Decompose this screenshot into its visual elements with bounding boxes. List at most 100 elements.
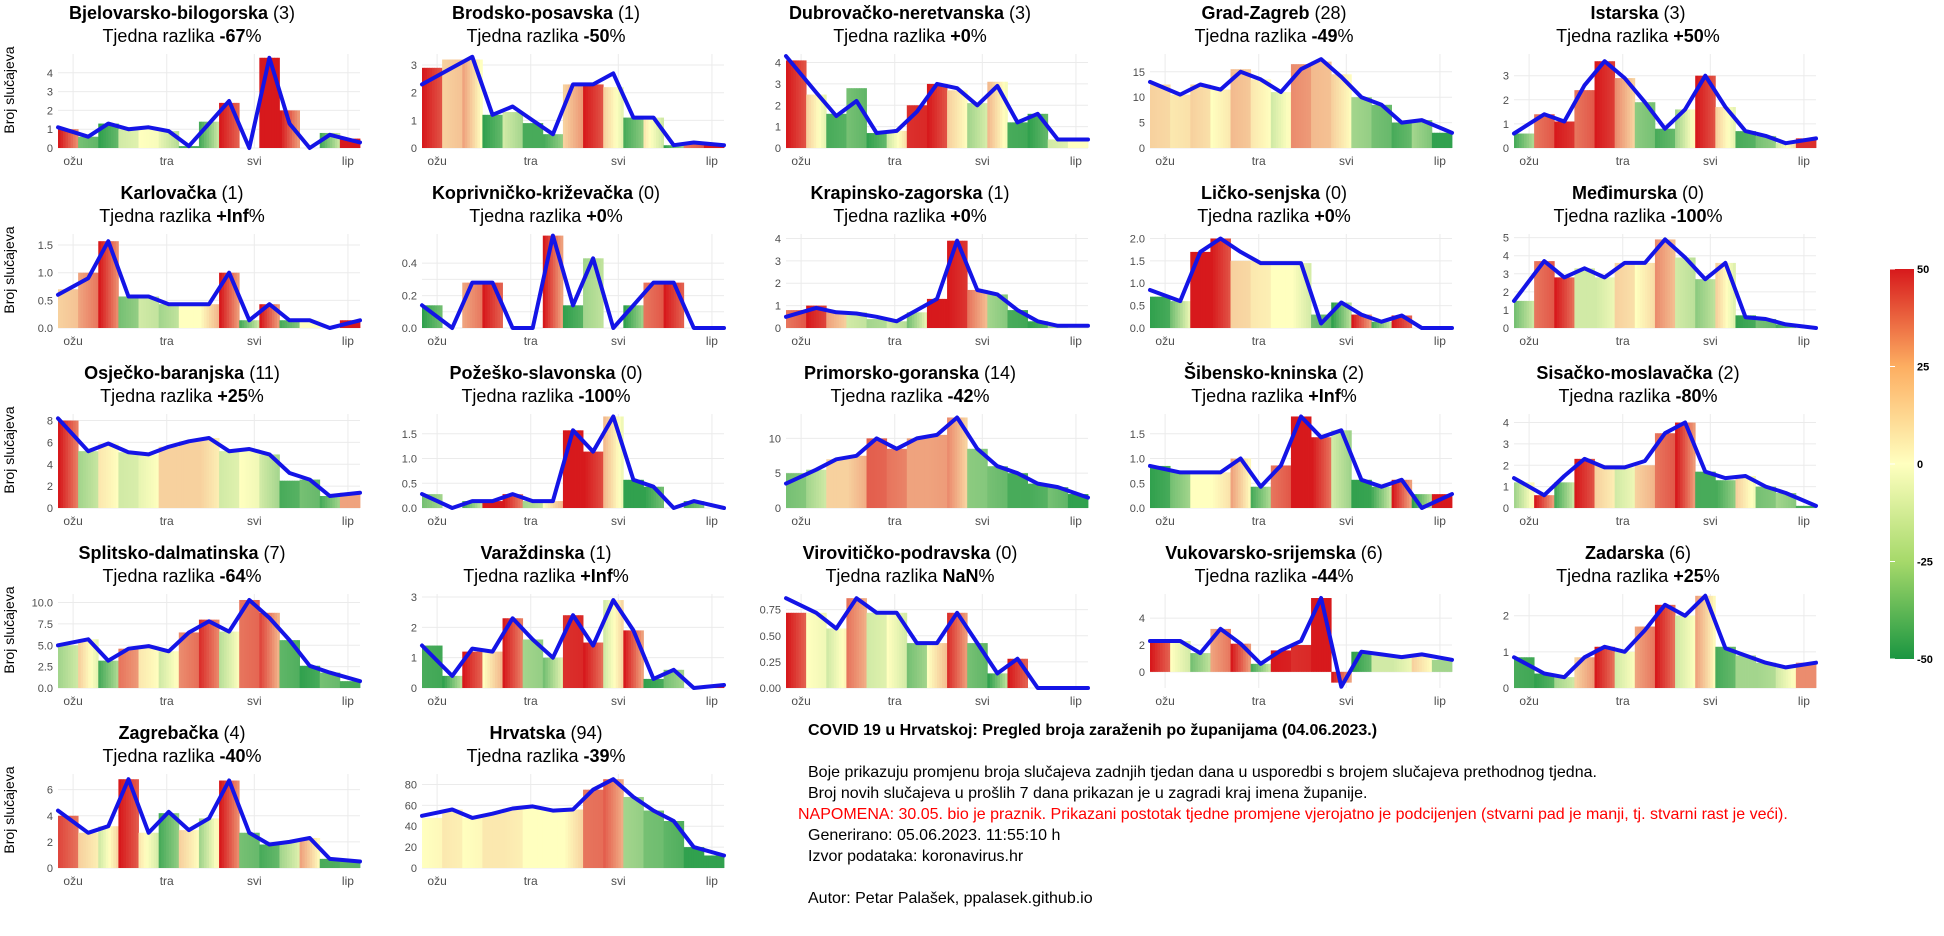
x-tick-label: lip bbox=[1070, 694, 1082, 708]
data-bar bbox=[874, 438, 877, 508]
bars bbox=[422, 416, 705, 508]
data-bar bbox=[921, 312, 925, 328]
data-bar bbox=[1411, 494, 1415, 508]
data-bar bbox=[894, 130, 898, 148]
data-bar bbox=[595, 84, 599, 148]
data-bar bbox=[1040, 321, 1044, 328]
data-bar bbox=[1521, 482, 1525, 508]
data-bar bbox=[281, 841, 285, 868]
data-bar bbox=[1185, 472, 1189, 508]
data-bar bbox=[838, 459, 842, 508]
data-bar bbox=[80, 136, 84, 148]
county-name: Ličko-senjska bbox=[1200, 183, 1321, 203]
data-bar bbox=[216, 304, 220, 328]
data-bar bbox=[610, 779, 614, 868]
data-bar bbox=[1539, 495, 1543, 508]
y-tick-label: 1.0 bbox=[38, 268, 53, 280]
x-tick-label: svi bbox=[975, 334, 990, 348]
notes-generated: Generirano: 05.06.2023. 11:55:10 h bbox=[808, 827, 1061, 844]
data-bar bbox=[1351, 479, 1355, 508]
data-bar bbox=[146, 832, 149, 868]
data-bar bbox=[600, 84, 604, 148]
bars bbox=[422, 59, 725, 148]
percent-sign: % bbox=[606, 206, 623, 226]
data-bar bbox=[73, 815, 77, 868]
data-bar bbox=[808, 612, 812, 688]
data-bar bbox=[1379, 321, 1382, 328]
data-bar bbox=[547, 657, 551, 688]
data-bar bbox=[904, 130, 908, 148]
data-bar bbox=[1710, 75, 1714, 148]
data-bar bbox=[105, 660, 109, 688]
data-bar bbox=[90, 639, 94, 688]
data-bar bbox=[1002, 466, 1006, 508]
data-bar bbox=[1373, 654, 1377, 672]
percent-sign: % bbox=[245, 746, 262, 766]
y-tick-label: 4 bbox=[775, 233, 781, 245]
data-bar bbox=[992, 673, 996, 688]
data-bar bbox=[1260, 79, 1264, 148]
data-bar bbox=[161, 446, 165, 508]
data-bar bbox=[565, 809, 569, 868]
data-bar bbox=[585, 789, 589, 868]
data-bar bbox=[1677, 257, 1681, 328]
data-bar bbox=[110, 443, 114, 508]
y-tick-label: 60 bbox=[405, 800, 417, 812]
data-bar bbox=[1685, 257, 1689, 328]
data-bar bbox=[1160, 296, 1163, 328]
data-bar bbox=[464, 282, 468, 328]
data-bar bbox=[1050, 139, 1054, 148]
data-bar bbox=[1160, 465, 1163, 508]
data-bar bbox=[168, 813, 172, 868]
weekly-count: (1) bbox=[987, 183, 1010, 203]
data-bar bbox=[198, 304, 202, 328]
data-bar bbox=[1609, 465, 1613, 508]
data-bar bbox=[515, 112, 519, 148]
data-bar bbox=[1692, 615, 1696, 688]
data-bar bbox=[133, 452, 137, 508]
x-tick-label: lip bbox=[342, 694, 354, 708]
data-bar bbox=[648, 678, 652, 688]
y-tick-label: 1.5 bbox=[1130, 256, 1145, 268]
data-bar bbox=[85, 451, 89, 508]
data-bar bbox=[871, 133, 875, 148]
data-bar bbox=[964, 240, 968, 328]
data-bar bbox=[58, 645, 61, 688]
data-bar bbox=[1654, 604, 1658, 688]
data-bar bbox=[833, 459, 837, 508]
data-bar bbox=[633, 305, 637, 328]
county-name: Šibensko-kninska bbox=[1183, 363, 1338, 383]
data-bar bbox=[1167, 84, 1171, 148]
data-bar bbox=[1446, 132, 1450, 148]
data-bar bbox=[352, 681, 356, 688]
data-bar bbox=[1589, 268, 1593, 328]
data-bar bbox=[630, 305, 634, 328]
data-bar bbox=[1657, 604, 1661, 688]
data-bar bbox=[1690, 615, 1694, 688]
data-bar bbox=[848, 455, 852, 508]
y-tick-label: 0.5 bbox=[402, 478, 417, 490]
data-bar bbox=[919, 312, 923, 328]
data-bar bbox=[1556, 277, 1560, 328]
data-bar bbox=[1644, 262, 1648, 328]
data-bar bbox=[630, 630, 634, 688]
data-bar bbox=[146, 296, 149, 328]
data-bar bbox=[98, 660, 102, 688]
data-bar bbox=[635, 630, 639, 688]
data-bar bbox=[1348, 430, 1352, 508]
data-bar bbox=[68, 129, 71, 148]
data-bar bbox=[916, 105, 920, 148]
data-bar bbox=[1030, 113, 1034, 148]
data-bar bbox=[676, 821, 680, 868]
data-bar bbox=[1037, 483, 1041, 508]
data-bar bbox=[1780, 143, 1784, 148]
data-bar bbox=[1685, 615, 1689, 688]
data-bar bbox=[133, 129, 137, 148]
data-bar bbox=[1401, 657, 1405, 672]
data-bar bbox=[1617, 262, 1621, 328]
data-bar bbox=[266, 844, 270, 868]
data-bar bbox=[256, 448, 260, 508]
data-bar bbox=[537, 806, 541, 868]
